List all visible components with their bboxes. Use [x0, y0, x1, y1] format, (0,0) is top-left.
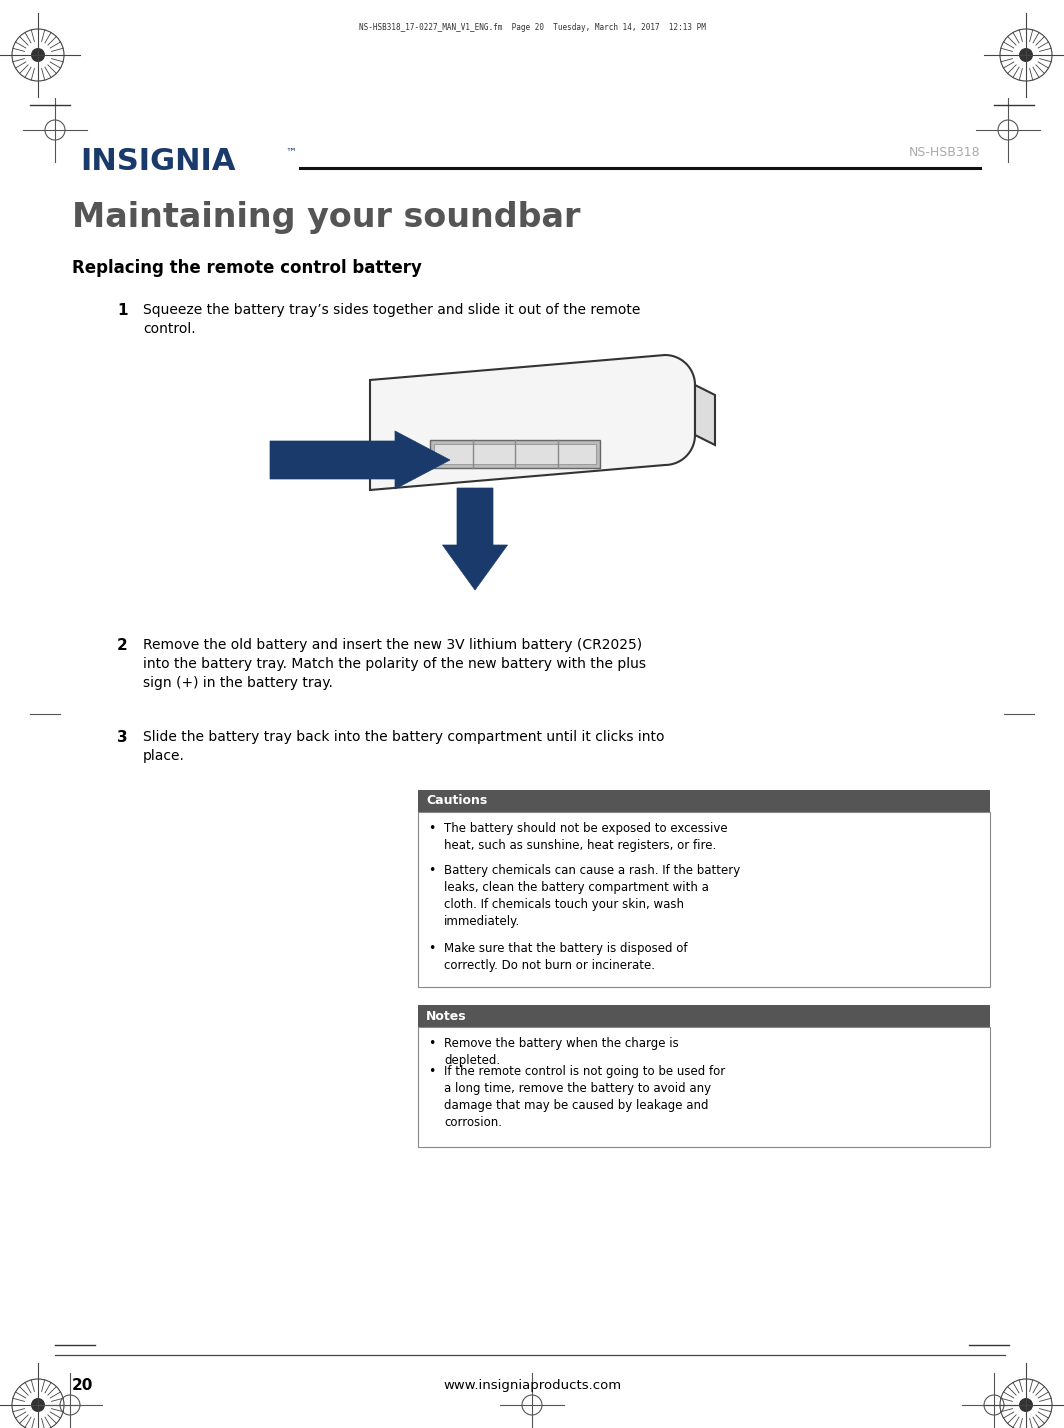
Polygon shape — [695, 386, 715, 446]
Text: •: • — [428, 823, 435, 835]
FancyBboxPatch shape — [418, 1005, 990, 1027]
Circle shape — [1019, 49, 1033, 61]
Polygon shape — [443, 488, 508, 590]
Circle shape — [1019, 1398, 1033, 1412]
Text: Battery chemicals can cause a rash. If the battery
leaks, clean the battery comp: Battery chemicals can cause a rash. If t… — [444, 864, 741, 928]
Text: 2: 2 — [117, 638, 128, 653]
Text: Remove the battery when the charge is
depleted.: Remove the battery when the charge is de… — [444, 1037, 679, 1067]
Text: Squeeze the battery tray’s sides together and slide it out of the remote
control: Squeeze the battery tray’s sides togethe… — [143, 303, 641, 336]
Text: •: • — [428, 1037, 435, 1050]
Text: INSIGNIA: INSIGNIA — [80, 147, 235, 177]
Text: 3: 3 — [117, 730, 128, 745]
Text: The battery should not be exposed to excessive
heat, such as sunshine, heat regi: The battery should not be exposed to exc… — [444, 823, 728, 853]
FancyBboxPatch shape — [418, 1027, 990, 1147]
Text: NS-HSB318: NS-HSB318 — [909, 146, 980, 159]
Circle shape — [31, 49, 45, 61]
Text: Maintaining your soundbar: Maintaining your soundbar — [72, 201, 580, 234]
FancyBboxPatch shape — [418, 790, 990, 813]
Text: Make sure that the battery is disposed of
correctly. Do not burn or incinerate.: Make sure that the battery is disposed o… — [444, 942, 687, 972]
Circle shape — [31, 1398, 45, 1412]
Polygon shape — [270, 431, 450, 488]
Text: •: • — [428, 864, 435, 877]
Text: 1: 1 — [117, 303, 128, 318]
Text: Remove the old battery and insert the new 3V lithium battery (CR2025)
into the b: Remove the old battery and insert the ne… — [143, 638, 646, 690]
Text: Replacing the remote control battery: Replacing the remote control battery — [72, 258, 421, 277]
FancyBboxPatch shape — [418, 813, 990, 987]
Text: www.insigniaproducts.com: www.insigniaproducts.com — [443, 1378, 621, 1391]
FancyBboxPatch shape — [434, 444, 596, 464]
Text: Notes: Notes — [426, 1010, 467, 1022]
Text: 20: 20 — [72, 1378, 94, 1392]
Text: ™: ™ — [285, 149, 296, 159]
Text: Cautions: Cautions — [426, 794, 487, 807]
Polygon shape — [370, 356, 695, 490]
Text: •: • — [428, 1065, 435, 1078]
Text: •: • — [428, 942, 435, 955]
Text: NS-HSB318_17-0227_MAN_V1_ENG.fm  Page 20  Tuesday, March 14, 2017  12:13 PM: NS-HSB318_17-0227_MAN_V1_ENG.fm Page 20 … — [359, 23, 705, 33]
Text: If the remote control is not going to be used for
a long time, remove the batter: If the remote control is not going to be… — [444, 1065, 726, 1130]
FancyBboxPatch shape — [430, 440, 600, 468]
Text: Slide the battery tray back into the battery compartment until it clicks into
pl: Slide the battery tray back into the bat… — [143, 730, 665, 763]
